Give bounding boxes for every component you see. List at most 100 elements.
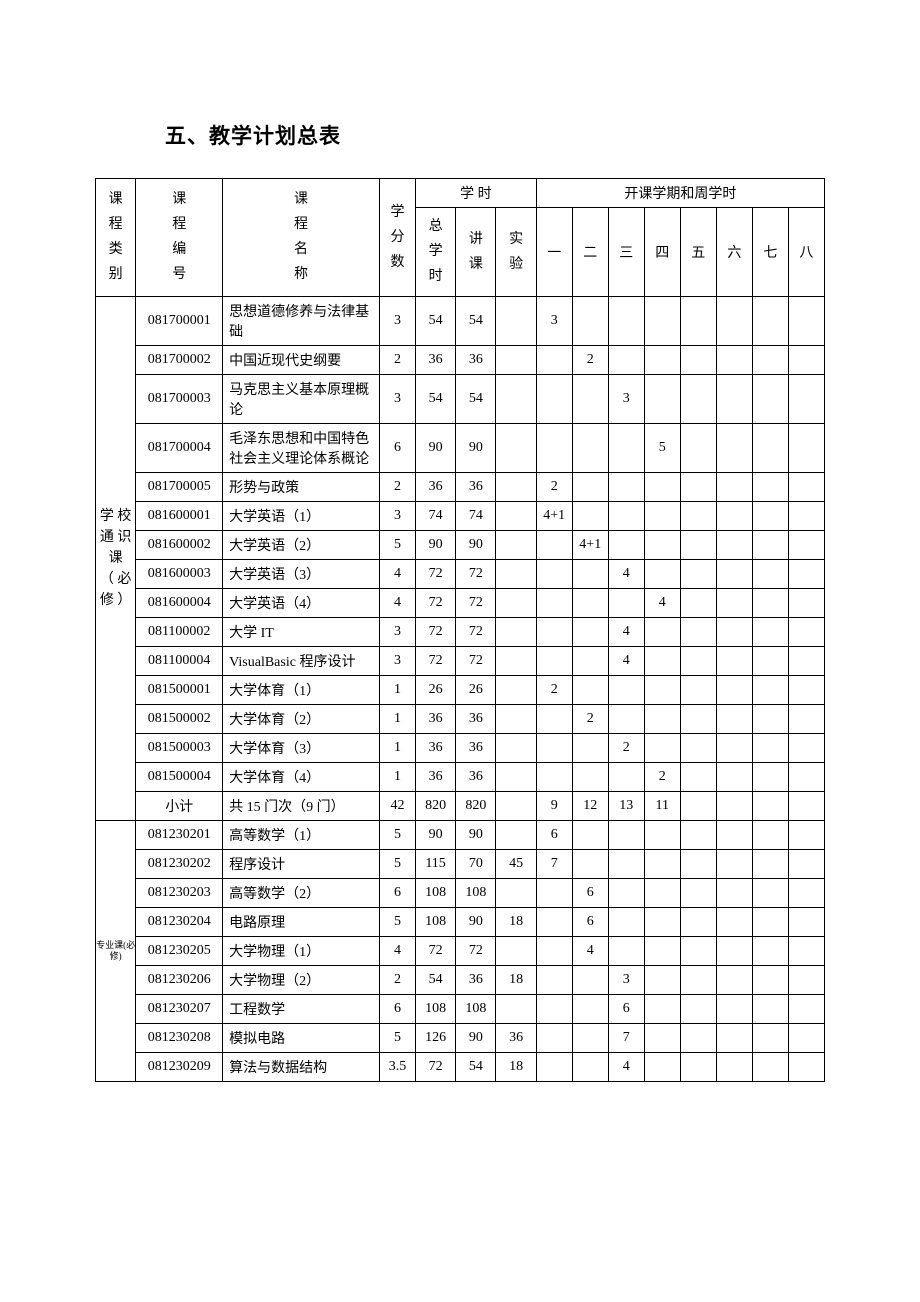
code-cell: 081700004	[136, 423, 223, 472]
lecture-cell: 36	[456, 704, 496, 733]
sem-cell	[716, 345, 752, 374]
name-cell: 大学体育（1）	[223, 675, 380, 704]
name-cell: 马克思主义基本原理概论	[223, 374, 380, 423]
total-hours-cell: 108	[415, 994, 455, 1023]
sem-cell	[752, 472, 788, 501]
sem-cell	[752, 374, 788, 423]
total-hours-cell: 36	[415, 733, 455, 762]
sem-cell	[536, 907, 572, 936]
code-cell: 081700005	[136, 472, 223, 501]
table-body: 学 校通 识课（ 必修 ）081700001思想道德修养与法律基础3545430…	[96, 296, 825, 1081]
total-hours-cell: 54	[415, 965, 455, 994]
lab-cell: 18	[496, 965, 536, 994]
code-cell: 081230203	[136, 878, 223, 907]
sem-cell	[536, 733, 572, 762]
sem-cell	[572, 646, 608, 675]
sem-cell	[572, 559, 608, 588]
table-row: 081230209算法与数据结构3.57254184	[96, 1052, 825, 1081]
sem-cell	[716, 704, 752, 733]
sem-cell	[716, 501, 752, 530]
sem-cell	[536, 878, 572, 907]
header-s7: 七	[752, 208, 788, 297]
header-credit: 学分数	[379, 179, 415, 297]
sem-cell	[752, 1023, 788, 1052]
table-row: 081230207工程数学61081086	[96, 994, 825, 1023]
name-cell: 毛泽东思想和中国特色社会主义理论体系概论	[223, 423, 380, 472]
sem-cell	[644, 907, 680, 936]
name-cell: 大学英语（2）	[223, 530, 380, 559]
sem-cell: 4	[608, 646, 644, 675]
sem-cell	[788, 1023, 824, 1052]
total-hours-cell: 74	[415, 501, 455, 530]
sem-cell	[716, 374, 752, 423]
credit-cell: 4	[379, 559, 415, 588]
category-cell: 专业课(必修)	[96, 820, 136, 1081]
lab-cell: 18	[496, 907, 536, 936]
credit-cell: 5	[379, 530, 415, 559]
code-cell: 081500001	[136, 675, 223, 704]
header-s4: 四	[644, 208, 680, 297]
sem-cell	[572, 374, 608, 423]
sem-cell	[716, 907, 752, 936]
sem-cell	[644, 1023, 680, 1052]
sem-cell: 2	[572, 704, 608, 733]
sem-cell	[572, 617, 608, 646]
credit-cell: 1	[379, 733, 415, 762]
sem-cell	[788, 762, 824, 791]
code-cell: 081600001	[136, 501, 223, 530]
sem-cell	[644, 849, 680, 878]
sem-cell	[644, 296, 680, 345]
name-cell: 大学 IT	[223, 617, 380, 646]
sem-cell	[608, 345, 644, 374]
sem-cell	[788, 646, 824, 675]
sem-cell	[788, 733, 824, 762]
credit-cell: 2	[379, 965, 415, 994]
credit-cell: 5	[379, 820, 415, 849]
name-cell: 电路原理	[223, 907, 380, 936]
sem-cell	[680, 646, 716, 675]
lab-cell	[496, 704, 536, 733]
total-hours-cell: 54	[415, 374, 455, 423]
sem-cell	[716, 936, 752, 965]
sem-cell	[716, 617, 752, 646]
sem-cell	[608, 501, 644, 530]
sem-cell: 4+1	[572, 530, 608, 559]
sem-cell	[680, 588, 716, 617]
total-hours-cell: 54	[415, 296, 455, 345]
table-row: 081230202程序设计511570457	[96, 849, 825, 878]
sem-cell	[572, 994, 608, 1023]
lab-cell	[496, 762, 536, 791]
sem-cell	[608, 675, 644, 704]
sem-cell	[536, 762, 572, 791]
code-cell: 081500004	[136, 762, 223, 791]
sem-cell: 7	[608, 1023, 644, 1052]
code-cell: 081500002	[136, 704, 223, 733]
name-cell: 形势与政策	[223, 472, 380, 501]
sem-cell	[788, 472, 824, 501]
sem-cell	[716, 965, 752, 994]
credit-cell: 5	[379, 1023, 415, 1052]
sem-cell	[716, 791, 752, 820]
sem-cell	[536, 423, 572, 472]
sem-cell	[788, 559, 824, 588]
sem-cell	[716, 646, 752, 675]
sem-cell	[680, 675, 716, 704]
sem-cell	[680, 345, 716, 374]
lab-cell	[496, 501, 536, 530]
lab-cell	[496, 675, 536, 704]
sem-cell	[644, 617, 680, 646]
sem-cell: 6	[572, 907, 608, 936]
lab-cell	[496, 733, 536, 762]
sem-cell	[608, 936, 644, 965]
sem-cell	[752, 965, 788, 994]
code-cell: 081600002	[136, 530, 223, 559]
total-hours-cell: 90	[415, 820, 455, 849]
credit-cell: 6	[379, 423, 415, 472]
sem-cell	[536, 530, 572, 559]
credit-cell: 1	[379, 704, 415, 733]
sem-cell	[680, 374, 716, 423]
credit-cell: 5	[379, 907, 415, 936]
sem-cell	[752, 530, 788, 559]
sem-cell	[536, 1052, 572, 1081]
credit-cell: 4	[379, 936, 415, 965]
